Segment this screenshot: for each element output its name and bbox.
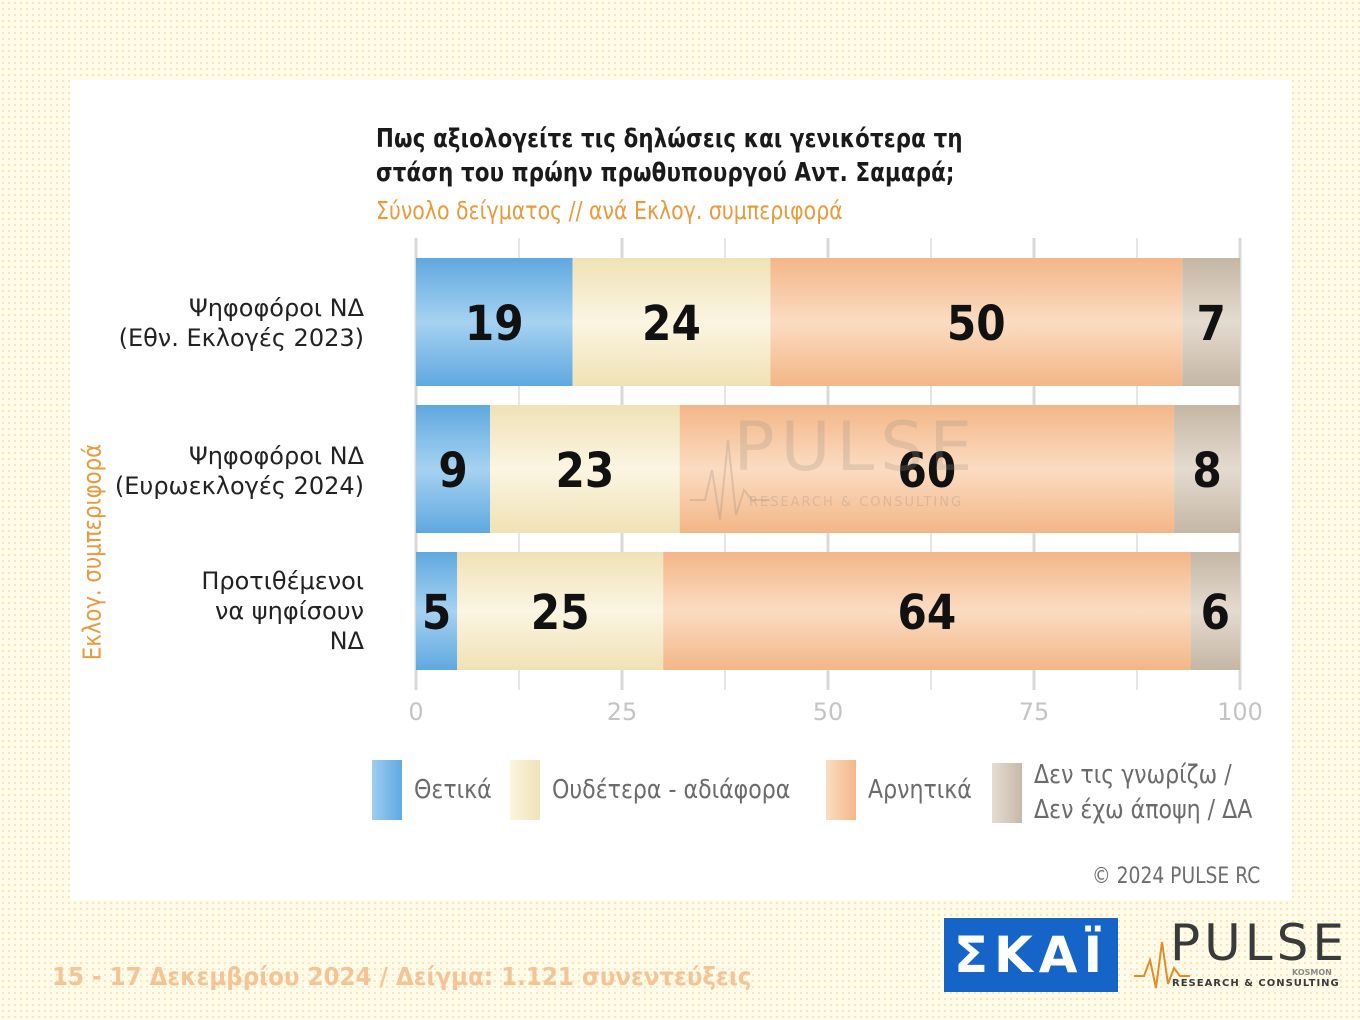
x-tick-label-25: 25 [607, 698, 638, 726]
skai-logo: ΣΚΑΪ [944, 918, 1118, 992]
legend-label-dont-know-line1: Δεν τις γνωρίζω / [1034, 760, 1232, 790]
bar-0-1 [416, 405, 491, 533]
chart-title-line1: Πως αξιολογείτε τις δηλώσεις και γενικότ… [376, 124, 963, 154]
pulse-logo: PULSE KOSMON RESEARCH & CONSULTING [1132, 914, 1344, 994]
category-label-0-0: Ψηφοφόροι ΝΔ [189, 294, 365, 322]
category-label-1-1: (Ευρωεκλογές 2024) [115, 472, 364, 500]
legend-label-dont-know: Δεν τις γνωρίζω / Δεν έχω άποψη / ΔΑ [1034, 758, 1252, 828]
watermark-word: PULSE [734, 408, 979, 487]
bar-1-2 [457, 552, 664, 670]
data-label-1-0: 24 [642, 295, 701, 351]
data-label-1-1: 23 [556, 442, 615, 498]
pulse-logo-word: PULSE [1170, 914, 1348, 972]
copyright-notice: © 2024 PULSE RC [1092, 864, 1261, 889]
legend-swatch-neutral [510, 760, 540, 820]
watermark-wave [690, 439, 770, 521]
legend-swatch-negative [826, 760, 856, 820]
bar-3-0 [1182, 258, 1240, 386]
x-tick-label-0: 0 [408, 698, 423, 726]
data-label-3-1: 8 [1192, 442, 1221, 498]
pulse-logo-subtitle: RESEARCH & CONSULTING [1172, 978, 1340, 989]
x-tick-label-75: 75 [1019, 698, 1050, 726]
category-label-2-0: Προτιθέμενοι [201, 567, 364, 595]
bar-0-2 [416, 552, 458, 670]
data-label-3-2: 6 [1201, 584, 1230, 640]
category-label-2-2: ΝΔ [330, 627, 365, 655]
bar-1-1 [490, 405, 680, 533]
data-label-2-1: 60 [897, 442, 956, 498]
bar-3-1 [1174, 405, 1240, 533]
pulse-wave-icon [1134, 941, 1190, 989]
bar-3-2 [1190, 552, 1240, 670]
data-label-1-2: 25 [531, 584, 590, 640]
legend-label-negative: Αρνητικά [868, 775, 972, 805]
category-label-1-0: Ψηφοφόροι ΝΔ [189, 442, 365, 470]
chart-title-line2: στάση του πρώην πρωθυπουργού Αντ. Σαμαρά… [376, 158, 955, 188]
category-label-0-1: (Εθν. Εκλογές 2023) [119, 324, 364, 352]
footer-survey-info: 15 - 17 Δεκεμβρίου 2024 / Δείγμα: 1.121 … [52, 962, 752, 991]
bar-2-2 [663, 552, 1191, 670]
legend-item-dont-know: Δεν τις γνωρίζω / Δεν έχω άποψη / ΔΑ [992, 758, 1291, 828]
legend-label-dont-know-line2: Δεν έχω άποψη / ΔΑ [1034, 795, 1253, 825]
legend-swatch-dont-know [992, 763, 1022, 823]
data-label-2-0: 50 [947, 295, 1006, 351]
skai-logo-text: ΣΚΑΪ [953, 926, 1109, 984]
x-tick-label-50: 50 [813, 698, 844, 726]
legend-swatch-positive [372, 760, 402, 820]
x-tick-label-100: 100 [1217, 698, 1263, 726]
watermark-subtitle: RESEARCH & CONSULTING [749, 495, 963, 510]
chart-subtitle: Σύνολο δείγματος // ανά Εκλογ. συμπεριφο… [376, 196, 843, 225]
data-label-0-2: 5 [422, 584, 451, 640]
legend-item-negative: Αρνητικά [826, 760, 990, 820]
bar-0-0 [416, 258, 573, 386]
legend-item-positive: Θετικά [372, 760, 505, 820]
legend-item-neutral: Ουδέτερα - αδιάφορα [510, 760, 832, 820]
data-label-0-1: 9 [438, 442, 467, 498]
data-label-2-2: 64 [897, 584, 956, 640]
bar-2-0 [770, 258, 1183, 386]
legend-label-positive: Θετικά [414, 775, 492, 805]
pulse-logo-kosmon: KOSMON [1292, 968, 1332, 977]
bar-2-1 [679, 405, 1175, 533]
data-label-0-0: 19 [465, 295, 524, 351]
category-label-2-1: να ψηφίσουν [215, 597, 364, 625]
legend-label-neutral: Ουδέτερα - αδιάφορα [552, 775, 791, 805]
data-label-3-0: 7 [1196, 295, 1225, 351]
bar-1-0 [572, 258, 771, 386]
